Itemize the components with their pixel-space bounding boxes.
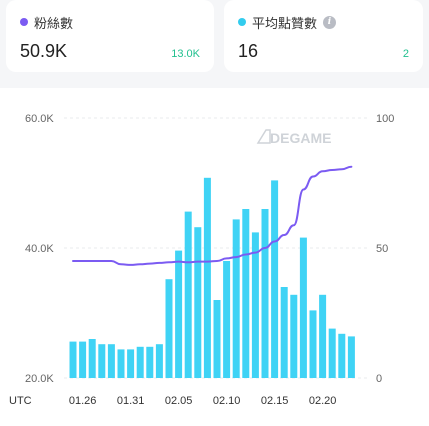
followers-line	[72, 165, 353, 266]
likes-bar[interactable]	[261, 209, 269, 378]
followers-label: 粉絲數	[34, 15, 74, 31]
likes-bar[interactable]	[299, 237, 307, 378]
likes-bar[interactable]	[107, 344, 115, 378]
likes-bar[interactable]	[223, 261, 231, 378]
avg-likes-change: 2	[402, 48, 409, 60]
x-axis-tick: 02.10	[213, 395, 241, 407]
likes-bar[interactable]	[242, 209, 250, 378]
right-axis-tick: 0	[376, 373, 382, 385]
likes-bar[interactable]	[117, 349, 125, 378]
likes-bar[interactable]	[165, 279, 173, 378]
likes-bar[interactable]	[290, 294, 298, 378]
left-axis-tick: 40.0K	[25, 243, 54, 255]
likes-bar[interactable]	[213, 300, 221, 378]
likes-bar[interactable]	[338, 333, 346, 378]
likes-bar[interactable]	[319, 294, 327, 378]
likes-bar[interactable]	[203, 177, 211, 378]
likes-bar[interactable]	[136, 346, 144, 378]
likes-bar[interactable]	[69, 341, 77, 378]
likes-bar[interactable]	[127, 349, 135, 378]
followers-card: 粉絲數 50.9K 13.0K	[6, 0, 214, 72]
followers-value: 50.9K	[20, 41, 68, 61]
x-axis-tick: 02.20	[309, 395, 337, 407]
x-axis-tick: 01.26	[69, 395, 97, 407]
likes-bar[interactable]	[271, 180, 279, 378]
likes-bar[interactable]	[79, 341, 87, 378]
likes-bar[interactable]	[194, 227, 202, 378]
likes-bar[interactable]	[146, 346, 154, 378]
chart-container: 60.0K 40.0K 20.0K 100 50 0 DEGAME 01.26 01.31…	[0, 88, 429, 426]
likes-bar[interactable]	[347, 336, 355, 378]
followers-likes-chart: 60.0K 40.0K 20.0K 100 50 0 DEGAME 01.26 01.31…	[9, 113, 394, 407]
likes-bar[interactable]	[184, 211, 192, 378]
left-axis-tick: 20.0K	[25, 373, 54, 385]
avg-likes-value: 16	[238, 41, 259, 61]
info-icon[interactable]: i	[323, 15, 337, 29]
x-axis-tick: 02.15	[261, 395, 289, 407]
right-axis-tick: 100	[376, 113, 394, 125]
watermark-text: DEGAME	[270, 130, 331, 146]
likes-bar[interactable]	[175, 250, 183, 378]
likes-bar[interactable]	[309, 310, 317, 378]
x-axis-tick: 01.31	[117, 395, 145, 407]
likes-bar[interactable]	[280, 287, 288, 378]
likes-bar[interactable]	[328, 328, 336, 378]
x-axis-tick: 02.05	[165, 395, 193, 407]
likes-bar[interactable]	[98, 344, 106, 378]
followers-change: 13.0K	[171, 48, 200, 60]
likes-bar[interactable]	[155, 344, 163, 378]
right-axis-tick: 50	[376, 243, 388, 255]
avg-likes-card: 平均點贊數 i 16 2	[224, 0, 423, 72]
avg-likes-label: 平均點贊數	[252, 15, 318, 31]
left-axis-tick: 60.0K	[25, 113, 54, 125]
followers-legend-dot	[20, 18, 28, 26]
likes-bar[interactable]	[232, 219, 240, 378]
likes-bar[interactable]	[251, 232, 259, 378]
degame-watermark: DEGAME	[256, 129, 331, 146]
likes-bar[interactable]	[88, 339, 96, 378]
avg-likes-legend-dot	[238, 18, 246, 26]
x-axis-label: UTC	[9, 395, 32, 407]
